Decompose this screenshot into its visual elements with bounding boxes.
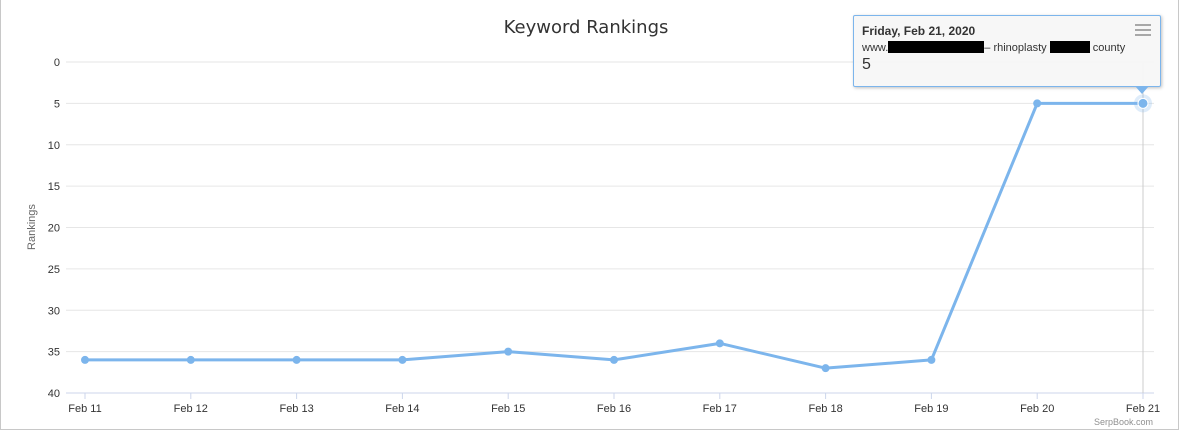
x-tick-label: Feb 13 bbox=[279, 403, 313, 415]
y-tick-label: 10 bbox=[48, 140, 60, 152]
x-tick-label: Feb 15 bbox=[491, 403, 525, 415]
y-tick-label: 5 bbox=[54, 98, 60, 110]
y-tick-label: 30 bbox=[48, 305, 60, 317]
tooltip-site-prefix: www. bbox=[862, 42, 889, 54]
x-tick-label: Feb 11 bbox=[68, 403, 101, 415]
x-axis-ticks bbox=[84, 393, 1144, 399]
data-point[interactable] bbox=[504, 347, 513, 356]
x-tick-label: Feb 16 bbox=[597, 403, 631, 415]
y-axis-labels: 0 5 10 15 20 25 30 35 40 bbox=[48, 57, 60, 400]
data-point[interactable] bbox=[186, 355, 195, 364]
series-line[interactable] bbox=[83, 101, 1145, 370]
tooltip-series-name: www. – rhinoplasty county bbox=[862, 41, 1152, 54]
x-tick-label: Feb 14 bbox=[385, 403, 419, 415]
redaction-block bbox=[888, 41, 985, 53]
data-point[interactable] bbox=[715, 339, 724, 348]
data-point[interactable] bbox=[81, 355, 89, 364]
tooltip-value: 5 bbox=[862, 56, 871, 73]
y-tick-label: 25 bbox=[48, 264, 60, 276]
x-axis-labels: Feb 11 Feb 12 Feb 13 Feb 14 Feb 15 Feb 16 Feb … bbox=[68, 403, 1160, 415]
tooltip-keyword-end: county bbox=[1092, 42, 1126, 54]
credits-link[interactable]: SerpBook.com bbox=[1094, 417, 1153, 427]
y-tick-label: 15 bbox=[48, 181, 60, 193]
tooltip-pointer bbox=[1135, 86, 1149, 94]
x-tick-label: Feb 20 bbox=[1020, 403, 1054, 415]
y-tick-label: 35 bbox=[48, 347, 60, 359]
x-tick-label: Feb 21 bbox=[1126, 403, 1160, 415]
x-tick-label: Feb 18 bbox=[808, 403, 842, 415]
hamburger-menu-icon[interactable] bbox=[1135, 24, 1151, 37]
x-tick-label: Feb 19 bbox=[914, 403, 948, 415]
data-point[interactable] bbox=[610, 355, 618, 364]
y-tick-label: 0 bbox=[54, 57, 60, 69]
data-point[interactable] bbox=[927, 355, 936, 364]
y-tick-label: 20 bbox=[48, 223, 60, 235]
y-gridlines bbox=[66, 61, 1154, 353]
tooltip-date: Friday, Feb 21, 2020 bbox=[862, 24, 976, 38]
data-point[interactable] bbox=[292, 355, 301, 364]
redaction-block bbox=[1049, 41, 1090, 53]
data-point[interactable] bbox=[1033, 99, 1042, 108]
data-point[interactable] bbox=[1137, 97, 1149, 109]
y-axis-title: Rankings bbox=[26, 204, 38, 250]
data-point[interactable] bbox=[398, 355, 407, 364]
series-rankings[interactable] bbox=[81, 94, 1152, 373]
tooltip-keyword-middle: – rhinoplasty bbox=[984, 42, 1047, 54]
y-tick-label: 40 bbox=[48, 388, 60, 400]
chart-title: Keyword Rankings bbox=[504, 17, 669, 38]
x-tick-label: Feb 17 bbox=[703, 403, 737, 415]
x-tick-label: Feb 12 bbox=[174, 403, 208, 415]
data-tooltip: Friday, Feb 21, 2020 www. – rhinoplasty c… bbox=[853, 15, 1161, 87]
data-point[interactable] bbox=[821, 364, 830, 373]
